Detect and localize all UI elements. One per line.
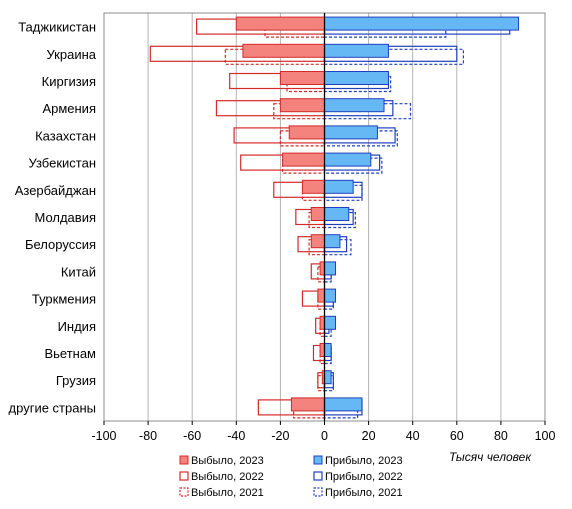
x-tick-label: 80: [494, 429, 508, 443]
legend-label: Прибыло, 2023: [325, 455, 403, 467]
outflow-dashed-bar: [317, 266, 326, 283]
legend-swatch: [313, 455, 323, 465]
inflow-filled-bar: [324, 43, 389, 58]
outflow-filled-bar: [317, 288, 326, 303]
outflow-filled-bar: [319, 315, 325, 330]
outflow-filled-bar: [319, 343, 325, 357]
legend-label: Выбыло, 2023: [191, 455, 264, 467]
outflow-filled-bar: [310, 234, 325, 249]
inflow-filled-bar: [324, 261, 337, 276]
outflow-filled-bar: [235, 16, 325, 31]
outflow-filled-bar: [242, 43, 325, 58]
outflow-filled-bar: [279, 98, 325, 113]
inflow-filled-bar: [324, 125, 378, 140]
inflow-filled-bar: [324, 98, 385, 113]
x-tick-label: -40: [227, 429, 245, 443]
x-tick-label: -80: [139, 429, 157, 443]
bars-layer: [149, 16, 520, 419]
category-label: Таджикистан: [18, 20, 96, 35]
inflow-filled-bar: [324, 315, 337, 330]
inflow-filled-bar: [324, 16, 520, 31]
x-tick-label: 100: [535, 429, 556, 443]
inflow-filled-bar: [324, 207, 350, 221]
legend-swatch: [179, 455, 189, 465]
x-tick-label: 60: [450, 429, 464, 443]
inflow-filled-bar: [324, 370, 332, 385]
outflow-filled-bar: [282, 152, 326, 167]
category-label: Армения: [42, 101, 96, 116]
outflow-filled-bar: [288, 125, 325, 140]
outflow-filled-bar: [290, 397, 325, 412]
category-label: Туркмения: [32, 292, 96, 307]
x-tick-label: 40: [406, 429, 420, 443]
legend-label: Прибыло, 2022: [325, 471, 403, 483]
category-label: Грузия: [56, 373, 96, 388]
labels-layer: -100 -80 -60 -40 -20 0 20 40 60 80 100 Таджикистан У…: [9, 20, 556, 464]
inflow-filled-bar: [324, 234, 341, 249]
x-axis-title: Тысяч человек: [449, 450, 532, 464]
legend-swatch: [313, 487, 323, 497]
x-tick-label: -100: [91, 429, 116, 443]
category-label: Молдавия: [34, 210, 96, 225]
inflow-filled-bar: [324, 343, 332, 357]
x-tick-label: 20: [362, 429, 376, 443]
inflow-filled-bar: [324, 71, 389, 85]
category-label: Киргизия: [42, 74, 96, 89]
category-label: другие страны: [9, 400, 96, 415]
legend-swatch: [179, 487, 189, 497]
outflow-filled-bar: [310, 207, 325, 221]
category-label: Индия: [58, 319, 96, 334]
outflow-filled-bar: [301, 179, 326, 194]
x-tick-label: 0: [321, 429, 328, 443]
outflow-filled-bar: [319, 261, 325, 276]
category-label: Азербайджан: [15, 183, 96, 198]
inflow-filled-bar: [324, 179, 354, 194]
outflow-filled-bar: [279, 71, 325, 85]
category-label: Китай: [61, 264, 96, 279]
inflow-filled-bar: [324, 152, 372, 167]
x-tick-label: -20: [271, 429, 289, 443]
legend-label: Выбыло, 2022: [191, 471, 264, 483]
legend-swatch: [179, 471, 189, 481]
inflow-filled-bar: [324, 288, 337, 303]
axis-layer: [103, 13, 546, 425]
category-label: Казахстан: [35, 128, 96, 143]
category-label: Вьетнам: [44, 346, 96, 361]
inflow-filled-bar: [324, 397, 363, 412]
legend-swatch: [313, 471, 323, 481]
legend-label: Прибыло, 2021: [325, 487, 403, 499]
legend-label: Выбыло, 2021: [191, 487, 264, 499]
legend-layer: Выбыло, 2023 Выбыло, 2022 Выбыло, 2021 Приб…: [179, 455, 403, 499]
category-label: Белоруссия: [25, 237, 96, 252]
category-label: Украина: [47, 47, 97, 62]
x-tick-label: -60: [183, 429, 201, 443]
category-label: Узбекистан: [28, 156, 96, 171]
